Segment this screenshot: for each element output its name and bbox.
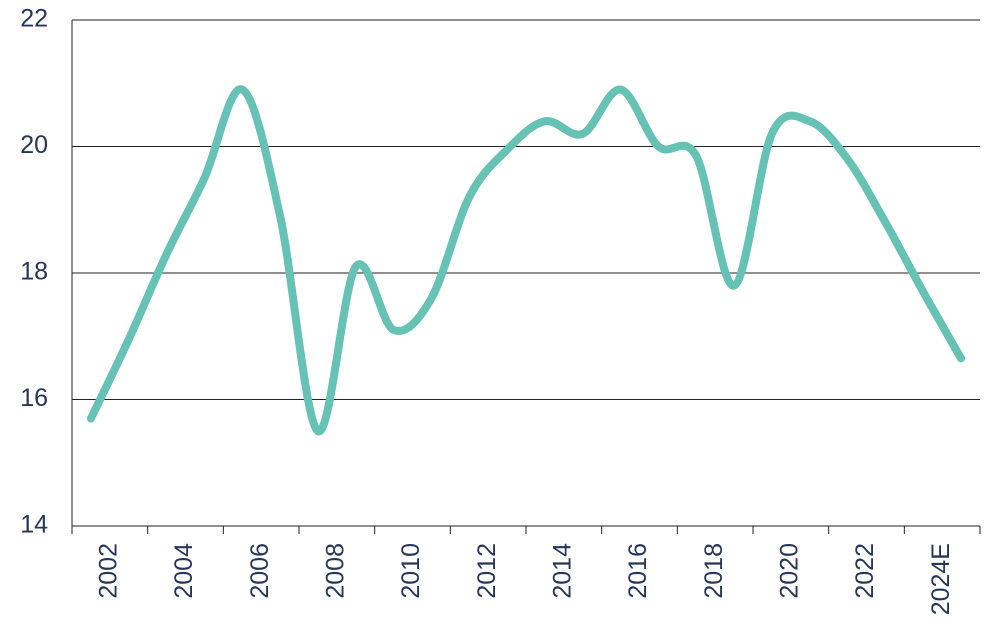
- data-line: [86, 85, 966, 436]
- x-tick-label: 2014: [548, 543, 576, 599]
- y-tick-label: 22: [20, 5, 48, 33]
- y-tick-label: 18: [20, 258, 48, 286]
- x-tick-label: 2006: [246, 543, 274, 599]
- x-tick-label: 2022: [851, 543, 879, 599]
- x-tick-label: 2010: [397, 543, 425, 599]
- x-tick-label: 2004: [170, 543, 198, 599]
- x-tick-label: 2018: [700, 543, 728, 599]
- x-tick-label: 2020: [775, 543, 803, 599]
- x-tick-label: 2012: [473, 543, 501, 599]
- x-tick-label: 2016: [624, 543, 652, 599]
- x-tick-label: 2024E: [927, 543, 955, 615]
- y-tick-label: 16: [20, 384, 48, 412]
- x-tick-label: 2008: [321, 543, 349, 599]
- y-tick-label: 20: [20, 131, 48, 159]
- y-tick-label: 14: [20, 511, 48, 539]
- x-tick-label: 2002: [94, 543, 122, 599]
